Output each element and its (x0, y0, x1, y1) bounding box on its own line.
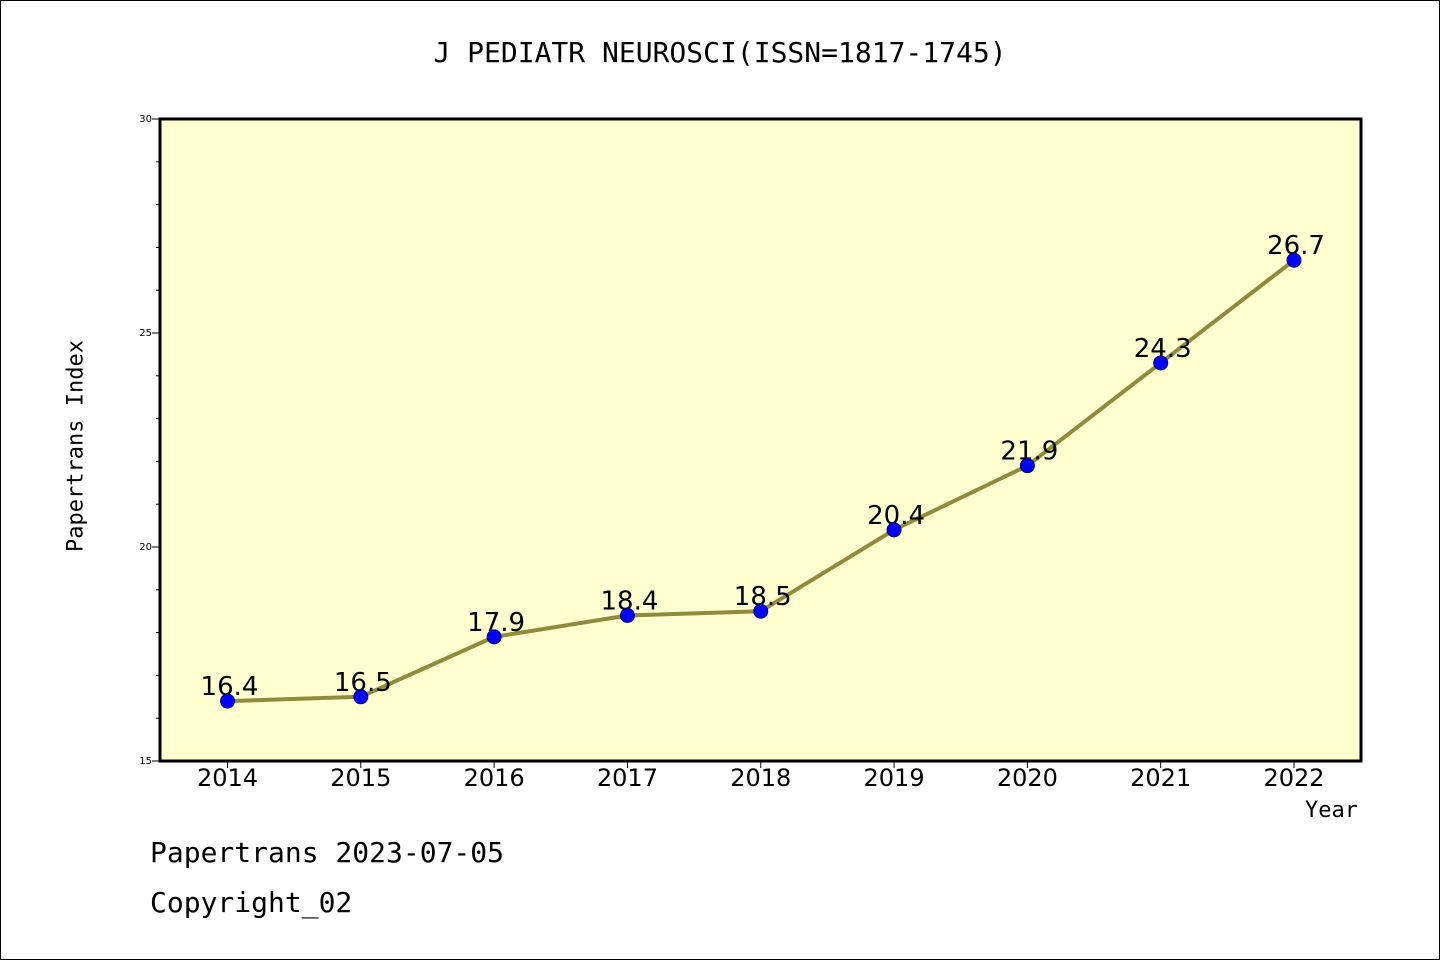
x-tick-label: 2014 (197, 764, 258, 792)
x-tick-label: 2021 (1130, 764, 1191, 792)
x-tick-label: 2018 (730, 764, 791, 792)
data-point (1019, 458, 1035, 474)
y-tick-label: 20 (139, 542, 152, 553)
plot-area (160, 119, 1361, 761)
chart-title: J PEDIATR NEUROSCI(ISSN=1817-1745) (433, 36, 1007, 69)
data-point (220, 693, 235, 709)
plot-border (158, 117, 1363, 763)
x-tick-label: 2022 (1263, 764, 1324, 792)
data-point (753, 603, 769, 619)
x-tick-label: 2017 (597, 764, 658, 792)
y-tick-label: 25 (139, 328, 152, 339)
data-point (1286, 252, 1302, 268)
x-tick-label: 2015 (330, 764, 391, 792)
footer-copyright: Copyright_02 (150, 886, 353, 919)
x-axis-label: Year (1305, 798, 1358, 823)
x-tick-label: 2019 (864, 764, 925, 792)
data-point (1153, 355, 1169, 371)
y-tick-label: 15 (139, 756, 152, 767)
data-point (619, 607, 635, 623)
data-point (886, 522, 902, 538)
data-point (353, 689, 369, 705)
footer-date: Papertrans 2023-07-05 (150, 836, 505, 869)
data-point (486, 629, 502, 645)
x-tick-label: 2016 (464, 764, 525, 792)
x-tick-label: 2020 (997, 764, 1058, 792)
y-tick-label: 30 (139, 114, 152, 125)
